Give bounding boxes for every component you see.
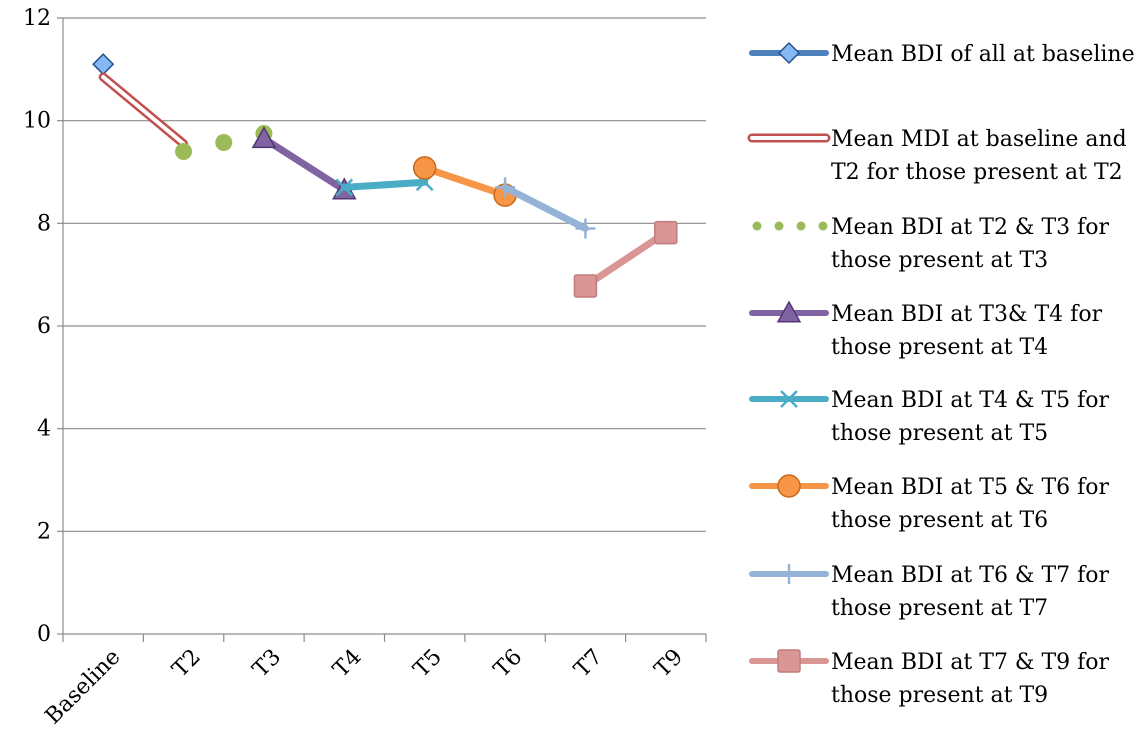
x-tick-label: T3 — [248, 645, 286, 683]
legend-item-1: Mean BDI of all at baseline — [749, 41, 1135, 67]
data-point-plus — [495, 177, 516, 198]
data-point-circle — [777, 474, 801, 498]
legend-label: those present at T6 — [831, 508, 1048, 533]
legend-label: Mean BDI at T7 & T9 for — [831, 650, 1110, 675]
legend-label: Mean BDI at T2 & T3 for — [831, 215, 1110, 240]
legend-label: Mean BDI at T4 & T5 for — [831, 388, 1110, 413]
x-tick-label: T9 — [650, 645, 688, 683]
legend: Mean BDI of all at baseline Mean MDI at b… — [747, 41, 1135, 708]
data-point-x — [335, 178, 354, 197]
data-point-triangle — [776, 300, 802, 323]
y-tick-label: 0 — [37, 622, 51, 647]
series-line — [421, 164, 509, 199]
legend-item-3: Mean BDI at T2 & T3 for those present at … — [752, 215, 1110, 273]
legend-label: Mean BDI at T3& T4 for — [831, 302, 1103, 327]
legend-item-5: Mean BDI at T4 & T5 for those present at … — [749, 388, 1110, 446]
series-1 — [92, 53, 115, 76]
series-group — [92, 53, 678, 298]
y-tick-label: 8 — [37, 211, 51, 236]
y-tick-label: 10 — [23, 109, 51, 134]
y-tick-label: 2 — [37, 519, 51, 544]
y-tick-label: 4 — [37, 417, 51, 442]
series-6 — [412, 156, 517, 207]
data-point-circle — [412, 156, 437, 180]
series-4 — [251, 126, 357, 200]
legend-item-7: Mean BDI at T6 & T7 for those present at … — [749, 563, 1110, 621]
legend-item-6: Mean BDI at T5 & T6 for those present at … — [749, 474, 1110, 533]
data-point-diamond — [777, 41, 801, 65]
legend-label: Mean BDI at T6 & T7 for — [831, 563, 1110, 588]
series-line — [340, 178, 429, 191]
x-tick-label: T5 — [409, 645, 447, 683]
series-line — [260, 135, 348, 194]
series-8 — [573, 220, 678, 298]
legend-swatch-dot — [796, 221, 806, 231]
series-line — [581, 229, 670, 290]
gridlines — [63, 17, 706, 532]
x-tick-label: T7 — [570, 645, 608, 683]
data-point-square — [573, 274, 598, 298]
legend-item-8: Mean BDI at T7 & T9 for those present at … — [749, 649, 1110, 708]
legend-item-4: Mean BDI at T3& T4 for those present at T… — [749, 300, 1103, 360]
y-tick-label: 12 — [23, 6, 51, 31]
series-dot — [175, 142, 193, 160]
data-point-diamond — [92, 53, 115, 76]
x-tick-label: Baseline — [41, 645, 126, 730]
data-point-x — [780, 390, 798, 408]
series-2 — [98, 72, 189, 149]
series-line-inner — [101, 75, 186, 146]
series-line — [501, 183, 589, 232]
data-point-triangle — [251, 126, 277, 149]
x-tick-label: T4 — [329, 645, 367, 683]
legend-label: those present at T5 — [831, 421, 1048, 446]
data-point-square — [654, 220, 678, 245]
legend-label: those present at T3 — [831, 248, 1048, 273]
series-dot — [215, 133, 233, 151]
legend-label: those present at T9 — [831, 683, 1048, 708]
legend-label: T2 for those present at T2 — [831, 160, 1123, 185]
legend-item-2: Mean MDI at baseline and T2 for those pre… — [747, 127, 1127, 185]
data-point-square — [777, 649, 801, 673]
legend-label: those present at T7 — [831, 596, 1048, 621]
x-tick-label: T6 — [489, 645, 527, 683]
legend-label: Mean BDI at T5 & T6 for — [831, 475, 1110, 500]
data-point-plus — [575, 218, 596, 239]
axes: 0 2 4 6 8 10 12 Baseline T2 T3 T4 T5 T6 T7 T9 — [23, 6, 707, 730]
legend-label: Mean BDI of all at baseline — [831, 42, 1135, 67]
legend-label: those present at T4 — [831, 335, 1048, 360]
y-tick-label: 6 — [37, 314, 51, 339]
legend-swatch-dot — [774, 221, 784, 231]
x-tick-label: T2 — [168, 645, 206, 683]
legend-swatch-dot — [752, 221, 762, 231]
legend-label: Mean MDI at baseline and — [831, 127, 1127, 152]
series-7 — [495, 177, 596, 239]
legend-swatch-dot — [818, 221, 828, 231]
data-point-plus — [779, 564, 799, 584]
